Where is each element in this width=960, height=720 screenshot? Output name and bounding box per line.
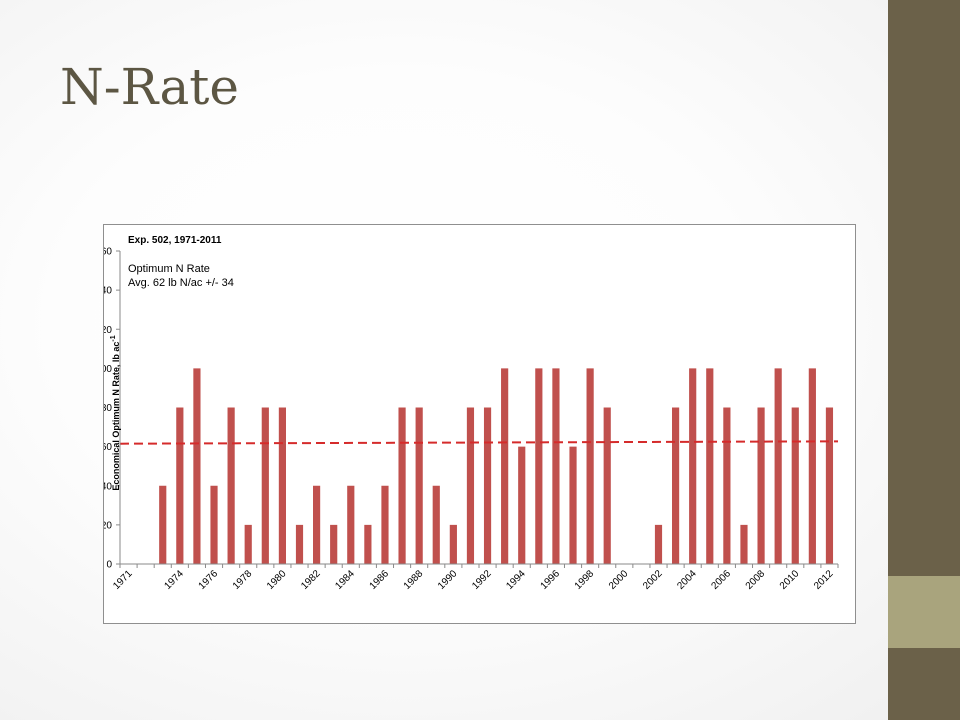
bar: [552, 368, 560, 564]
x-tick-label: 2012: [812, 568, 836, 592]
x-tick-label: 1992: [470, 568, 494, 592]
x-tick-label: 2000: [607, 568, 631, 592]
x-tick-label: 1998: [573, 568, 597, 592]
x-tick-label: 1986: [368, 568, 392, 592]
bar: [740, 524, 748, 564]
bar: [757, 407, 765, 564]
bar: [501, 368, 509, 564]
y-tick-label: 60: [104, 442, 112, 453]
y-tick-label: 160: [104, 247, 112, 258]
x-tick-label: 2006: [709, 568, 733, 592]
x-tick-label: 1988: [402, 568, 426, 592]
y-tick-label: 20: [104, 520, 112, 531]
bar: [415, 407, 423, 564]
y-axis-ticks: 0 20 40 60 80 100 120 140 160: [104, 247, 120, 571]
chart-title: Exp. 502, 1971-2011: [128, 235, 222, 246]
x-tick-label: 1994: [504, 568, 528, 592]
bar: [535, 368, 543, 564]
slide-title: N-Rate: [60, 58, 239, 116]
y-axis-label: Economical Optimum N Rate, lb ac-1: [110, 335, 121, 490]
bar: [518, 446, 526, 564]
y-tick-label: 140: [104, 286, 112, 297]
bar: [706, 368, 714, 564]
bar: [672, 407, 680, 564]
bar: [398, 407, 406, 564]
x-tick-label: 2010: [778, 568, 802, 592]
bar: [825, 407, 834, 564]
x-tick-label: 1984: [333, 568, 357, 592]
x-tick-label: 1974: [162, 568, 186, 592]
x-tick-label: 1982: [299, 568, 323, 592]
bar: [483, 407, 492, 564]
bar-chart: 020406080100120140160 197119741976197819…: [104, 235, 839, 592]
y-tick-label: 0: [106, 560, 112, 571]
chart-frame: 020406080100120140160 197119741976197819…: [103, 224, 856, 624]
x-tick-label: 1976: [197, 568, 221, 592]
bar: [330, 524, 338, 564]
sidebar-accent-block: [888, 576, 960, 648]
annotation-line-2: Avg. 62 lb N/ac +/- 34: [128, 277, 234, 289]
x-tick-label: 2004: [675, 568, 699, 592]
y-tick-label: 100: [104, 364, 112, 375]
x-tick-label: 2002: [641, 568, 665, 592]
bar: [210, 485, 218, 564]
bar: [176, 407, 184, 564]
bar: [227, 407, 235, 564]
bar: [381, 485, 389, 564]
x-axis-ticks: 1971 1974 1976 1978 1980 1982 1984 1986 1988 1990…: [111, 564, 839, 592]
bar: [586, 368, 594, 564]
x-tick-label: 1990: [436, 568, 460, 592]
bar: [689, 368, 697, 564]
bar: [261, 407, 269, 564]
x-tick-label: 2008: [744, 568, 768, 592]
trendline-dashed: [119, 440, 839, 445]
bar: [808, 368, 816, 564]
y-axis-label-superscript: -1: [110, 335, 117, 341]
x-tick-label: 1980: [265, 568, 289, 592]
bar: [244, 524, 252, 564]
x-tick-label: 1996: [539, 568, 563, 592]
y-tick-label: 40: [104, 481, 112, 492]
x-tick-label: 1978: [231, 568, 255, 592]
bar: [364, 524, 372, 564]
bar: [347, 485, 355, 564]
y-axis-label-text: Economical Optimum N Rate, lb ac: [111, 342, 121, 491]
bar: [449, 524, 457, 564]
bar: [723, 407, 731, 564]
bar: [295, 524, 304, 564]
bar: [159, 485, 167, 564]
bar: [313, 485, 321, 564]
bar: [432, 485, 440, 564]
x-tick-label: 1971: [111, 568, 135, 592]
bar: [774, 368, 782, 564]
bar: [278, 407, 286, 564]
bar: [654, 524, 663, 564]
bar: [603, 407, 611, 564]
y-tick-label: 80: [104, 403, 112, 414]
bar: [569, 446, 577, 564]
trendline: [119, 440, 839, 445]
bar: [466, 407, 475, 564]
annotation-line-1: Optimum N Rate: [128, 263, 210, 275]
bars: [159, 368, 834, 564]
y-tick-label: 120: [104, 325, 112, 336]
bar: [193, 368, 201, 564]
bar: [791, 407, 799, 564]
